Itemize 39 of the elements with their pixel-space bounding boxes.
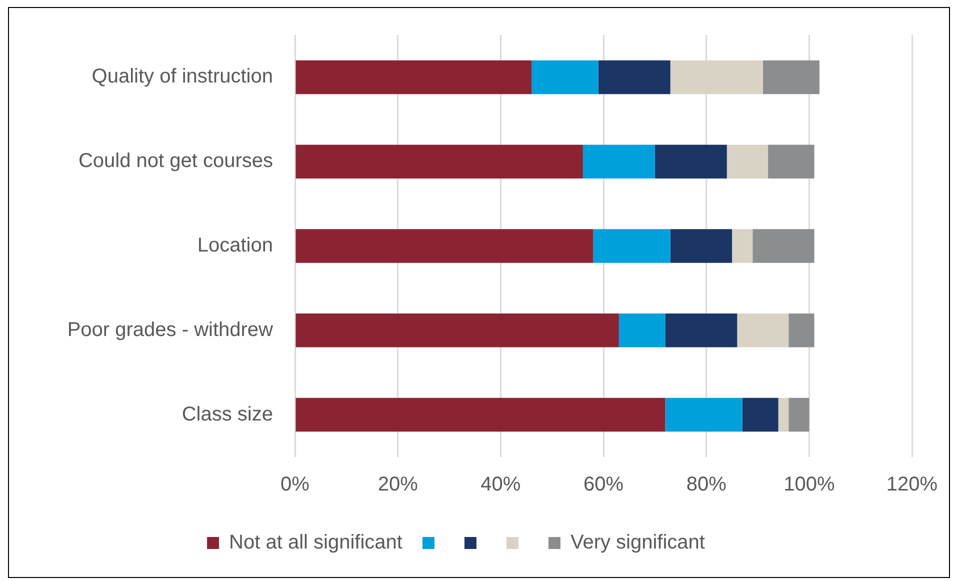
- bar: [788, 314, 814, 348]
- bar: [296, 314, 619, 348]
- bar: [582, 144, 655, 178]
- x-tick-label: 20%: [378, 474, 418, 496]
- bar: [665, 314, 738, 348]
- y-tick-label: Poor grades - withdrew: [67, 318, 274, 341]
- legend-label: Very significant: [570, 532, 706, 554]
- x-tick-label: 120%: [886, 474, 938, 496]
- bar: [726, 144, 768, 178]
- bar: [762, 60, 820, 94]
- bar: [670, 60, 763, 94]
- x-tick-label: 60%: [583, 474, 624, 496]
- bar: [788, 398, 810, 432]
- x-tick-label: 100%: [784, 474, 835, 496]
- bar: [593, 229, 670, 263]
- bar: [296, 229, 594, 263]
- y-tick-label: Quality of instruction: [92, 66, 273, 88]
- x-tick-label: 80%: [686, 474, 727, 496]
- bar: [296, 398, 666, 432]
- bar: [670, 229, 732, 263]
- bar: [665, 398, 742, 432]
- bar: [296, 60, 532, 94]
- bar: [296, 144, 583, 178]
- legend-label: Not at all significant: [229, 532, 403, 554]
- y-tick-label: Location: [197, 234, 273, 257]
- bar: [732, 229, 753, 263]
- bar: [618, 314, 666, 348]
- bar: [742, 398, 778, 432]
- bar: [737, 314, 789, 348]
- y-tick-label: Could not get courses: [78, 150, 273, 172]
- bar: [532, 60, 598, 94]
- bar: [654, 144, 727, 178]
- x-tick-label: 40%: [480, 474, 521, 496]
- bar: [598, 60, 670, 94]
- bar: [778, 398, 789, 432]
- x-tick-label: 0%: [280, 474, 310, 496]
- bar: [752, 229, 814, 263]
- bar: [768, 144, 814, 178]
- y-tick-label: Class size: [182, 403, 273, 426]
